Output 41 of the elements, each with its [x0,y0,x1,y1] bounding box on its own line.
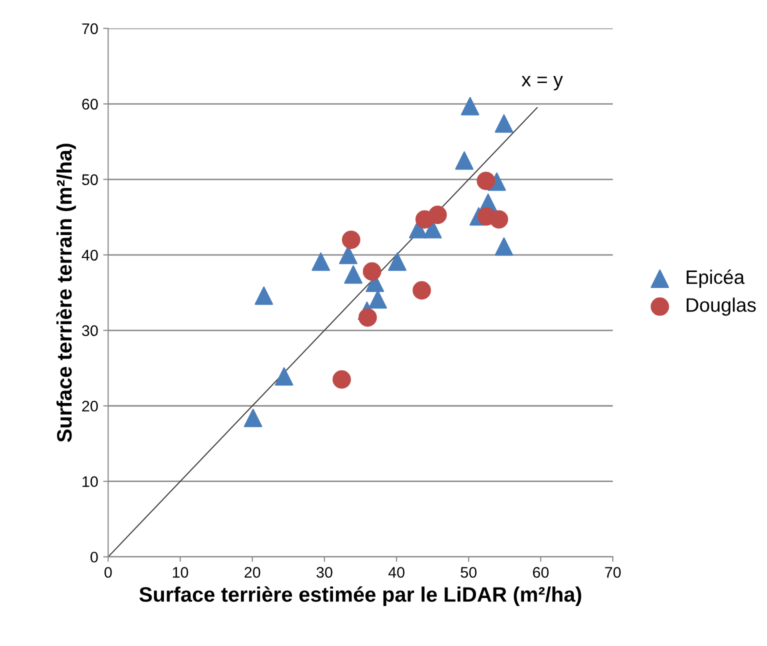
point [388,252,406,271]
point [494,237,514,256]
legend-label: Epicéa [686,270,745,288]
y-tick-label: 20 [82,400,98,412]
point [332,370,351,389]
point [274,367,294,386]
point [312,252,330,271]
y-tick-label: 30 [82,325,98,336]
y-tick-label: 50 [82,174,98,186]
legend-label: Douglas [686,298,756,316]
y-tick-label: 70 [82,23,98,34]
y-tick-label: 60 [82,98,98,110]
annotation: x = y [522,76,563,90]
point [428,206,447,224]
x-tick-label: 20 [244,566,260,578]
point [362,262,382,281]
point [460,96,480,116]
point [490,210,508,229]
x-tick-label: 50 [460,566,477,578]
y-tick-label: 40 [82,250,98,261]
x-tick-label: 60 [533,566,549,578]
point [244,408,262,428]
y-tick-label: 0 [90,552,98,563]
point [455,151,474,170]
point [358,308,377,327]
x-tick-label: 10 [172,566,188,578]
x-tick-label: 0 [104,566,112,578]
y-axis-title: Surface terrière terrain (m²/ha) [56,144,76,442]
point [344,265,362,284]
x-axis-title: Surface terrière estimée par le LiDAR (m²/ha) [139,586,582,606]
x-tick-label: 70 [605,566,621,578]
point [254,286,274,305]
point [412,281,431,300]
point [494,114,514,133]
point [476,172,496,190]
x-tick-label: 30 [316,566,332,578]
point [339,246,358,264]
point [342,230,360,249]
x-tick-label: 40 [388,566,404,578]
y-tick-label: 10 [82,476,98,488]
point [368,290,387,309]
